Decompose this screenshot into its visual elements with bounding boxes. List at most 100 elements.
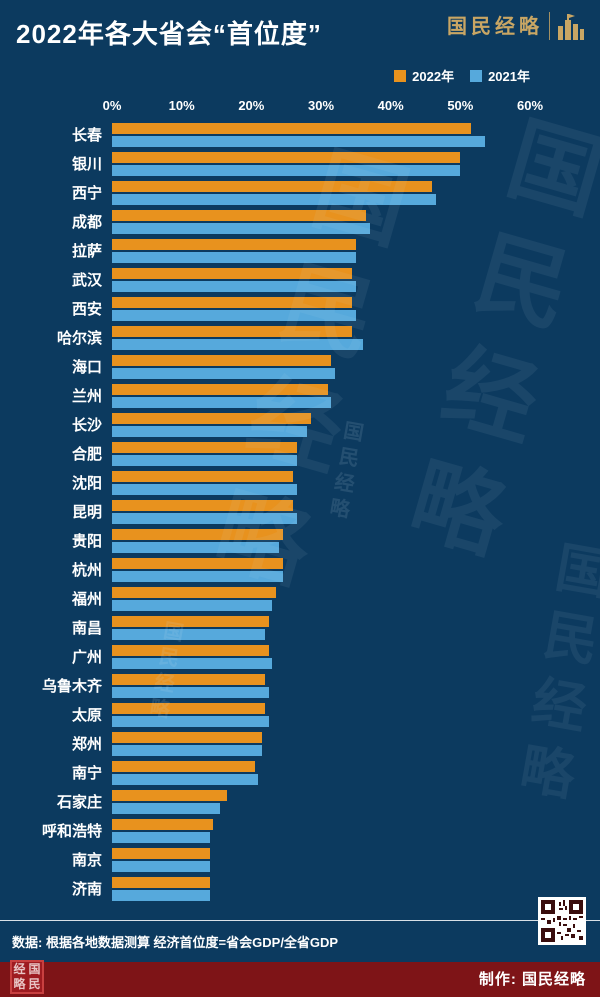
category-label: 长沙 [71, 417, 102, 434]
bar-2022年 [112, 238, 356, 250]
page-title: 2022年各大省会“首位度” [16, 19, 322, 49]
bar-group [112, 151, 530, 176]
bar-group [112, 267, 530, 292]
category-label: 郑州 [71, 736, 102, 753]
x-axis-tick: 40% [377, 98, 404, 113]
category-label: 贵阳 [71, 533, 102, 550]
chart-row: 哈尔滨 [12, 323, 530, 352]
bar-2021年 [112, 425, 308, 437]
bar-group [112, 499, 530, 524]
bar-2021年 [112, 280, 356, 292]
bar-2021年 [112, 454, 297, 466]
bar-group [112, 876, 530, 901]
brand-divider [549, 12, 550, 40]
bar-2021年 [112, 222, 370, 234]
category-label: 海口 [71, 359, 102, 376]
bar-2021年 [112, 802, 220, 814]
bar-2021年 [112, 686, 269, 698]
category-label: 广州 [71, 649, 102, 666]
legend-label: 2021年 [488, 69, 530, 84]
bar-group [112, 818, 530, 843]
category-label: 太原 [71, 707, 102, 724]
bar-2022年 [112, 267, 353, 279]
bar-2021年 [112, 889, 210, 901]
bar-group [112, 180, 530, 205]
bar-group [112, 238, 530, 263]
category-label: 呼和浩特 [41, 823, 102, 840]
x-axis-tick: 50% [447, 98, 474, 113]
bar-2022年 [112, 557, 283, 569]
seal-char: 经 [13, 962, 26, 976]
bar-2022年 [112, 644, 269, 656]
category-label: 南京 [71, 852, 102, 869]
chart-row: 福州 [12, 584, 530, 613]
chart-row: 南宁 [12, 758, 530, 787]
bar-2022年 [112, 847, 210, 859]
category-label: 石家庄 [56, 794, 102, 811]
category-label: 西安 [71, 301, 102, 318]
bar-2022年 [112, 673, 266, 685]
category-label: 杭州 [71, 562, 102, 579]
seal-char: 国 [28, 962, 41, 976]
bar-2022年 [112, 296, 353, 308]
bar-group [112, 789, 530, 814]
category-label: 乌鲁木齐 [41, 678, 102, 695]
bar-2021年 [112, 164, 461, 176]
brand-name: 国民经略 [447, 16, 543, 38]
bar-2022年 [112, 412, 311, 424]
bar-group [112, 470, 530, 495]
bar-group [112, 673, 530, 698]
chart-row: 西宁 [12, 178, 530, 207]
legend-item: 2021年 [470, 66, 530, 85]
chart-row: 呼和浩特 [12, 816, 530, 845]
skyline-icon [556, 12, 586, 47]
x-axis-tick: 10% [168, 98, 195, 113]
bar-group [112, 702, 530, 727]
bar-2022年 [112, 615, 269, 627]
category-label: 哈尔滨 [56, 330, 102, 347]
bar-2022年 [112, 209, 367, 221]
chart-row: 昆明 [12, 497, 530, 526]
category-label: 西宁 [71, 185, 102, 202]
legend-label: 2022年 [412, 69, 455, 84]
bar-2022年 [112, 122, 471, 134]
chart-row: 太原 [12, 700, 530, 729]
bar-2021年 [112, 193, 436, 205]
chart-row: 合肥 [12, 439, 530, 468]
x-axis-tick: 20% [238, 98, 265, 113]
category-label: 银川 [71, 156, 102, 173]
chart-row: 南京 [12, 845, 530, 874]
bar-2021年 [112, 512, 297, 524]
data-source-note: 数据: 根据各地数据测算 经济首位度=省会GDP/全省GDP [0, 920, 600, 962]
bar-group [112, 586, 530, 611]
category-label: 长春 [71, 127, 102, 144]
category-label: 拉萨 [71, 243, 102, 260]
qr-code [538, 897, 586, 945]
footer-bar: 制作: 国民经略 [0, 962, 600, 997]
bar-2022年 [112, 586, 276, 598]
x-axis-tick: 30% [307, 98, 335, 113]
chart-row: 广州 [12, 642, 530, 671]
bar-2021年 [112, 599, 273, 611]
bar-2022年 [112, 818, 214, 830]
bar-2022年 [112, 760, 255, 772]
bar-group [112, 644, 530, 669]
chart-row: 长春 [12, 120, 530, 149]
credit-text: 制作: 国民经略 [478, 971, 586, 988]
legend: 2022年 2021年 [394, 66, 530, 85]
category-label: 沈阳 [71, 475, 102, 492]
chart-row: 海口 [12, 352, 530, 381]
bar-2021年 [112, 657, 273, 669]
bar-group [112, 441, 530, 466]
bar-group [112, 615, 530, 640]
chart-row: 成都 [12, 207, 530, 236]
bar-2021年 [112, 309, 356, 321]
chart-row: 沈阳 [12, 468, 530, 497]
bar-group [112, 296, 530, 321]
bar-2022年 [112, 528, 283, 540]
footer-seal: 经国略民 [10, 960, 44, 994]
chart-row: 兰州 [12, 381, 530, 410]
bar-2021年 [112, 367, 335, 379]
category-label: 兰州 [71, 388, 102, 405]
chart-row: 武汉 [12, 265, 530, 294]
